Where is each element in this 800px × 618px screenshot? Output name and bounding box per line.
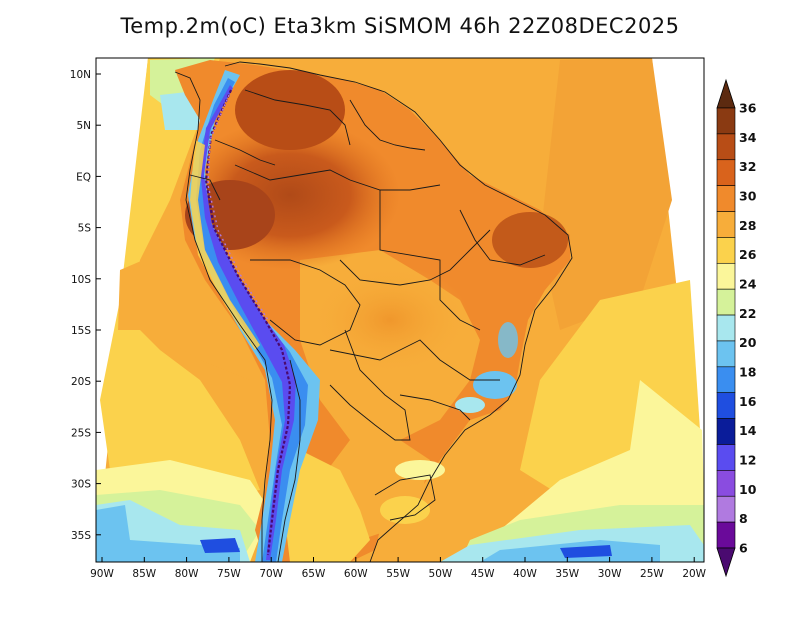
lat-tick-label: 15S bbox=[71, 325, 91, 337]
lon-tick-label: 90W bbox=[90, 568, 114, 580]
colorbar-segment bbox=[716, 470, 736, 497]
pacific-yellow-band bbox=[100, 58, 260, 500]
lat-tick-label: 35S bbox=[71, 530, 91, 542]
colorbar-label: 16 bbox=[739, 394, 757, 409]
lat-tick-label: 5S bbox=[78, 223, 92, 235]
border-brazil-states-4 bbox=[399, 394, 471, 421]
uruguay-pale bbox=[380, 496, 430, 524]
colorbar-label: 34 bbox=[739, 130, 757, 145]
lat-tick-label: 20S bbox=[71, 376, 91, 388]
lon-tick-label: 35W bbox=[555, 568, 579, 580]
central-warm bbox=[310, 265, 470, 375]
andes-dark-ridge bbox=[204, 89, 292, 556]
colorbar-segment bbox=[716, 340, 736, 368]
colorbar-segment bbox=[716, 211, 736, 238]
borders bbox=[174, 61, 573, 563]
colorbar-label: 14 bbox=[739, 423, 757, 438]
border-peru-brazil bbox=[234, 164, 441, 191]
colorbar-segment bbox=[716, 418, 736, 445]
andes-coastal-yellow bbox=[190, 140, 260, 350]
lon-tick-label: 60W bbox=[344, 568, 368, 580]
lon-tick-label: 45W bbox=[471, 568, 495, 580]
colorbar-label: 20 bbox=[739, 335, 757, 350]
andes-light-peaks bbox=[207, 94, 269, 321]
lat-tick-label: 5N bbox=[76, 120, 91, 132]
colorbar-segment bbox=[716, 237, 736, 264]
colorbar-label: 30 bbox=[739, 189, 757, 204]
north-hot bbox=[235, 70, 345, 150]
lon-tick-label: 70W bbox=[259, 568, 283, 580]
plot-frame bbox=[95, 57, 705, 563]
colorbar-label: 10 bbox=[739, 482, 757, 497]
colorbar-label: 28 bbox=[739, 218, 756, 233]
andes-purple bbox=[200, 85, 296, 560]
lon-tick-label: 30W bbox=[598, 568, 622, 580]
border-ecuador bbox=[189, 174, 221, 201]
colorbar-segment bbox=[716, 444, 736, 471]
colorbar-label: 26 bbox=[739, 247, 757, 262]
se-brazil-cool bbox=[473, 371, 517, 399]
colorbar-max-triangle bbox=[716, 78, 736, 109]
colorbar-segment bbox=[716, 133, 736, 161]
lat-tick-label: 25S bbox=[71, 427, 91, 439]
colorbar-segment bbox=[716, 392, 736, 419]
map-field bbox=[96, 58, 704, 562]
colorbar-segment bbox=[716, 366, 736, 394]
colorbar-segment bbox=[716, 159, 736, 186]
colorbar-segment bbox=[716, 495, 736, 523]
border-brazil-states-1 bbox=[339, 229, 491, 286]
colorbar-segment bbox=[716, 521, 736, 549]
longitude-axis: 90W 85W 80W 75W 70W 65W 60W 55W 50W 45W 40W 35W 30W 2… bbox=[90, 557, 707, 580]
border-uruguay bbox=[374, 474, 436, 521]
coastline bbox=[174, 61, 573, 563]
se-brazil-cool-3 bbox=[498, 322, 518, 358]
lon-tick-label: 55W bbox=[386, 568, 410, 580]
border-paraguay bbox=[329, 329, 411, 441]
colorbar-segment bbox=[716, 314, 736, 342]
colorbar-label: 6 bbox=[739, 541, 748, 556]
lon-tick-label: 65W bbox=[302, 568, 326, 580]
colorbar: 36 34 32 30 28 26 24 22 20 18 16 14 12 10 8 6 bbox=[716, 78, 757, 578]
colorbar-label: 36 bbox=[739, 101, 757, 116]
colorbar-min-triangle bbox=[716, 547, 736, 578]
ocean-warm-band bbox=[540, 58, 672, 330]
border-bolivia bbox=[250, 259, 361, 346]
ocean-deepblue-patch bbox=[560, 545, 612, 558]
colorbar-label: 22 bbox=[739, 306, 756, 321]
colorbar-label: 18 bbox=[739, 365, 756, 380]
border-brazil-states-3 bbox=[329, 339, 500, 381]
lat-tick-label: 30S bbox=[71, 479, 91, 491]
colorbar-label: 32 bbox=[739, 159, 756, 174]
border-brazil-states-2 bbox=[379, 190, 481, 331]
northeast-hot bbox=[492, 212, 568, 268]
lon-tick-label: 80W bbox=[175, 568, 199, 580]
border-guianas bbox=[349, 99, 426, 151]
border-ne-brazil bbox=[459, 209, 546, 266]
pacific-south-deepblue bbox=[200, 538, 240, 553]
chart-title: Temp.2m(oC) Eta3km SiSMOM 46h 22Z08DEC20… bbox=[120, 14, 680, 38]
lat-tick-label: 10S bbox=[71, 274, 91, 286]
lon-tick-label: 25W bbox=[640, 568, 664, 580]
lat-tick-label: 10N bbox=[70, 69, 91, 81]
colorbar-label: 12 bbox=[739, 453, 756, 468]
colorbar-segment bbox=[716, 288, 736, 316]
argentina-yellow bbox=[285, 450, 370, 562]
latitude-axis: 10N 5N EQ 5S 10S 15S 20S 25S 30S 35S bbox=[70, 69, 101, 542]
lat-tick-label: EQ bbox=[76, 171, 91, 183]
lon-tick-label: 20W bbox=[682, 568, 706, 580]
lon-tick-label: 40W bbox=[513, 568, 537, 580]
se-brazil-cool-2 bbox=[455, 397, 485, 413]
colorbar-label: 8 bbox=[739, 511, 748, 526]
border-colombia bbox=[214, 139, 276, 166]
colorbar-segment bbox=[716, 185, 736, 212]
colorbar-segment bbox=[716, 262, 736, 290]
lon-tick-label: 85W bbox=[132, 568, 156, 580]
lon-tick-label: 50W bbox=[429, 568, 453, 580]
lon-tick-label: 75W bbox=[217, 568, 241, 580]
border-venezuela bbox=[244, 89, 351, 146]
border-argentina-chile bbox=[277, 359, 301, 563]
colorbar-label: 24 bbox=[739, 277, 757, 292]
colorbar-segment bbox=[716, 107, 736, 135]
